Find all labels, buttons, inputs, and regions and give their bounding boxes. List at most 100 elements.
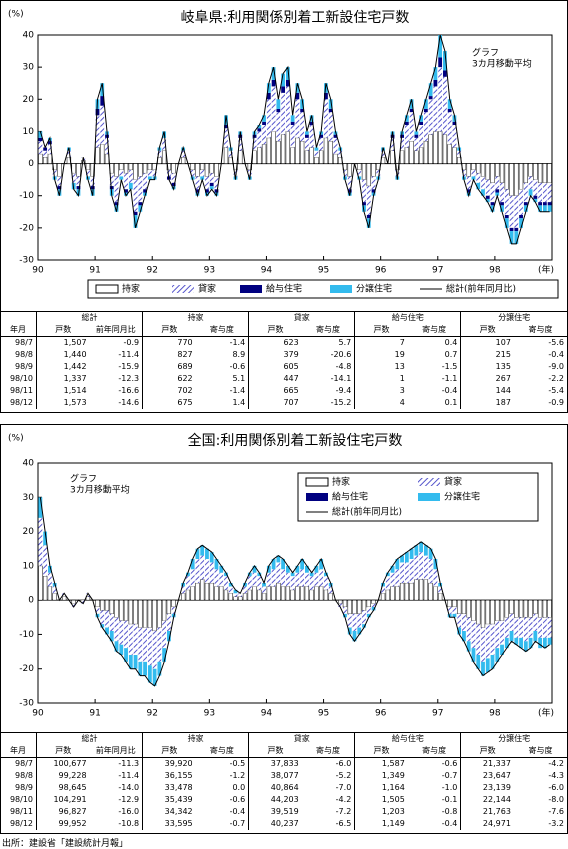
bar bbox=[371, 189, 376, 193]
bar bbox=[347, 176, 352, 190]
bar bbox=[537, 599, 543, 618]
bar bbox=[62, 596, 67, 601]
table-cell: -0.6 bbox=[441, 759, 458, 768]
bar bbox=[504, 215, 509, 219]
table-cell: 前年同月比 bbox=[89, 745, 143, 758]
bar bbox=[333, 134, 338, 138]
bar bbox=[457, 613, 462, 628]
bar bbox=[495, 163, 500, 177]
bar bbox=[119, 176, 124, 180]
bar bbox=[500, 202, 504, 206]
bar bbox=[95, 607, 100, 614]
bar bbox=[390, 150, 395, 164]
bar bbox=[138, 205, 143, 212]
table-cell: -16.6 bbox=[118, 386, 140, 395]
bar bbox=[357, 613, 362, 628]
table-cell: 1,337 bbox=[35, 373, 90, 385]
table-cell: -11.4 bbox=[118, 350, 140, 359]
bar bbox=[43, 147, 48, 151]
bar bbox=[528, 637, 533, 649]
bar bbox=[338, 599, 343, 604]
table-cell: 寄与度 bbox=[513, 745, 567, 758]
data-table: 総計 持家 貸家 給与住宅 分譲住宅 年月 戸数 前年同月比 戸数 寄与度 戸数 寄与度 戸数 寄与度 戸数… bbox=[0, 732, 567, 830]
table-cell: 98/12 bbox=[9, 398, 33, 407]
bar bbox=[423, 140, 429, 164]
bar bbox=[519, 189, 523, 215]
table-cell: -8.0 bbox=[548, 795, 564, 804]
table-cell: -1.4 bbox=[229, 386, 246, 395]
bar bbox=[428, 559, 433, 583]
table-cell: 持家 bbox=[142, 732, 249, 745]
annotation: グラフ bbox=[472, 47, 499, 59]
bar bbox=[276, 582, 281, 601]
bar bbox=[385, 576, 390, 590]
x-tick-label: 97 bbox=[432, 266, 443, 276]
bar bbox=[109, 613, 114, 631]
bar bbox=[243, 583, 247, 587]
bar bbox=[85, 163, 91, 171]
bar bbox=[519, 637, 523, 649]
bar bbox=[219, 565, 224, 573]
table-cell: 戸数 bbox=[460, 324, 514, 337]
bar bbox=[457, 599, 462, 615]
bar bbox=[247, 576, 252, 590]
table-cell: 98/8 bbox=[15, 350, 33, 359]
bar bbox=[95, 147, 100, 164]
bar bbox=[195, 163, 200, 177]
y-tick-label: -30 bbox=[19, 699, 34, 709]
bar bbox=[538, 637, 543, 649]
bar bbox=[485, 624, 490, 659]
x-tick-label: 91 bbox=[89, 266, 100, 276]
bar bbox=[200, 545, 205, 556]
bar bbox=[143, 189, 147, 193]
bar bbox=[257, 147, 262, 164]
bar bbox=[314, 156, 319, 164]
bar bbox=[295, 565, 300, 573]
bar bbox=[404, 115, 409, 122]
table-cell: 8.9 bbox=[232, 350, 246, 359]
bar bbox=[38, 137, 43, 142]
bar bbox=[147, 627, 152, 666]
table-cell: 107 bbox=[460, 336, 514, 349]
bar bbox=[47, 141, 52, 145]
bar bbox=[86, 593, 90, 597]
bar bbox=[547, 202, 552, 206]
bar bbox=[157, 599, 162, 628]
bar bbox=[209, 582, 214, 601]
bar bbox=[124, 648, 128, 662]
bar bbox=[219, 572, 224, 587]
bar bbox=[214, 163, 219, 177]
bar bbox=[138, 202, 143, 206]
bar bbox=[471, 620, 476, 649]
bar bbox=[71, 163, 76, 174]
line bbox=[39, 497, 550, 687]
bar bbox=[324, 99, 328, 138]
bar bbox=[466, 189, 471, 193]
bar bbox=[47, 586, 53, 601]
bar bbox=[171, 173, 176, 183]
bar bbox=[262, 115, 266, 122]
bar bbox=[404, 121, 409, 125]
legend-swatch bbox=[305, 477, 329, 487]
bar bbox=[114, 176, 119, 203]
bar bbox=[285, 131, 291, 164]
table-cell: 1 bbox=[354, 373, 408, 385]
legend-swatch bbox=[306, 493, 328, 501]
table-cell: 36,155 bbox=[142, 770, 196, 782]
bar bbox=[119, 599, 124, 621]
table-cell: 1.4 bbox=[232, 398, 246, 407]
bar bbox=[518, 599, 524, 618]
bar bbox=[404, 125, 409, 148]
x-tick-label: 92 bbox=[146, 709, 157, 719]
bar bbox=[271, 559, 276, 570]
bar bbox=[290, 115, 295, 122]
bar bbox=[276, 562, 281, 583]
table-cell: 1,507 bbox=[35, 336, 90, 349]
bar bbox=[309, 572, 314, 577]
bar bbox=[266, 572, 271, 587]
bar bbox=[366, 215, 371, 219]
bar bbox=[285, 80, 290, 87]
bar bbox=[390, 586, 395, 601]
bar bbox=[500, 644, 504, 655]
